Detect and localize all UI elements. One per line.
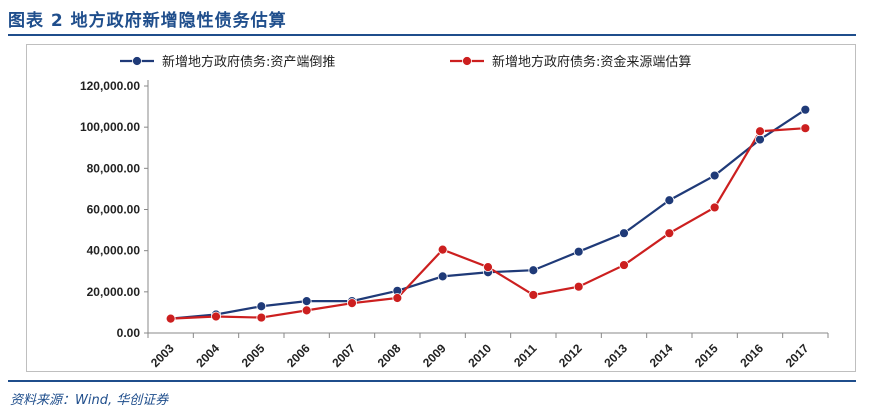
x-tick-label: 2010 (465, 341, 494, 370)
source-rule (8, 380, 856, 382)
series-2-point (664, 228, 675, 239)
x-tick-label: 2013 (601, 341, 630, 370)
series-2-point (709, 202, 720, 213)
series-2-point (528, 290, 539, 300)
legend-marker-1 (132, 56, 142, 66)
y-tick-label: 80,000.00 (87, 161, 141, 175)
y-tick-label: 40,000.00 (87, 244, 141, 258)
series-2-point (573, 281, 584, 292)
x-tick-label: 2004 (193, 341, 222, 370)
source-note: 资料来源：Wind, 华创证券 (10, 393, 169, 408)
y-tick-label: 0.00 (117, 326, 141, 340)
y-tick-label: 60,000.00 (87, 203, 141, 217)
x-tick-label: 2015 (692, 341, 721, 370)
series-line-1 (170, 108, 806, 320)
series-1-point (664, 195, 675, 206)
series-2-point (211, 311, 221, 322)
legend-marker-2 (462, 56, 472, 66)
x-tick-label: 2009 (420, 341, 449, 370)
series-2-point (301, 305, 312, 316)
series-2-point (347, 298, 357, 309)
chart-frame (26, 44, 856, 372)
legend: 新增地方政府债务:资产端倒推 新增地方政府债务:资金来源端估算 (120, 54, 691, 70)
y-axis: 0.00 20,000.00 40,000.00 60,000.00 80,000.00… (80, 79, 149, 340)
x-tick-label: 2003 (148, 341, 177, 370)
legend-label-1: 新增地方政府债务:资产端倒推 (162, 54, 335, 70)
series-1-point (755, 134, 765, 145)
figure-title: 图表 2 地方政府新增隐性债务估算 (8, 11, 287, 31)
figure-header: 图表 2 地方政府新增隐性债务估算 (0, 0, 880, 36)
y-tick-label: 20,000.00 (87, 285, 141, 299)
series-2-point (165, 313, 176, 324)
y-tick-label: 100,000.00 (80, 120, 140, 134)
x-axis: 2003 2004 2005 2006 2007 2008 2009 2010 2011 2012… (147, 332, 829, 370)
series-2-point (256, 312, 267, 323)
x-tick-label: 2014 (647, 341, 676, 370)
x-tick-label: 2005 (239, 341, 268, 370)
series-2-point (619, 260, 629, 270)
series-1-point (573, 246, 584, 257)
x-tick-label: 2011 (511, 341, 540, 370)
series-1-point (301, 296, 312, 306)
x-tick-label: 2016 (737, 341, 766, 370)
series-1-point (528, 265, 539, 276)
series-2-point (483, 262, 493, 273)
x-tick-label: 2006 (284, 341, 313, 370)
legend-label-2: 新增地方政府债务:资金来源端估算 (492, 54, 691, 70)
series-1-point (709, 170, 720, 181)
title-rule (8, 34, 856, 36)
series-2-point (755, 126, 765, 137)
plot-area (165, 104, 811, 324)
series-2-point (392, 293, 403, 303)
series-1-point (800, 104, 811, 115)
x-tick-label: 2007 (329, 341, 358, 370)
series-2-point (437, 244, 448, 255)
y-tick-label: 120,000.00 (80, 79, 140, 93)
x-tick-label: 2012 (556, 341, 585, 370)
x-tick-label: 2017 (783, 341, 812, 370)
series-1-point (256, 301, 267, 312)
x-tick-label: 2008 (375, 341, 404, 370)
series-line-2 (170, 127, 806, 320)
series-1-point (437, 271, 448, 282)
series-1-point (619, 228, 629, 239)
series-2-point (800, 123, 811, 134)
